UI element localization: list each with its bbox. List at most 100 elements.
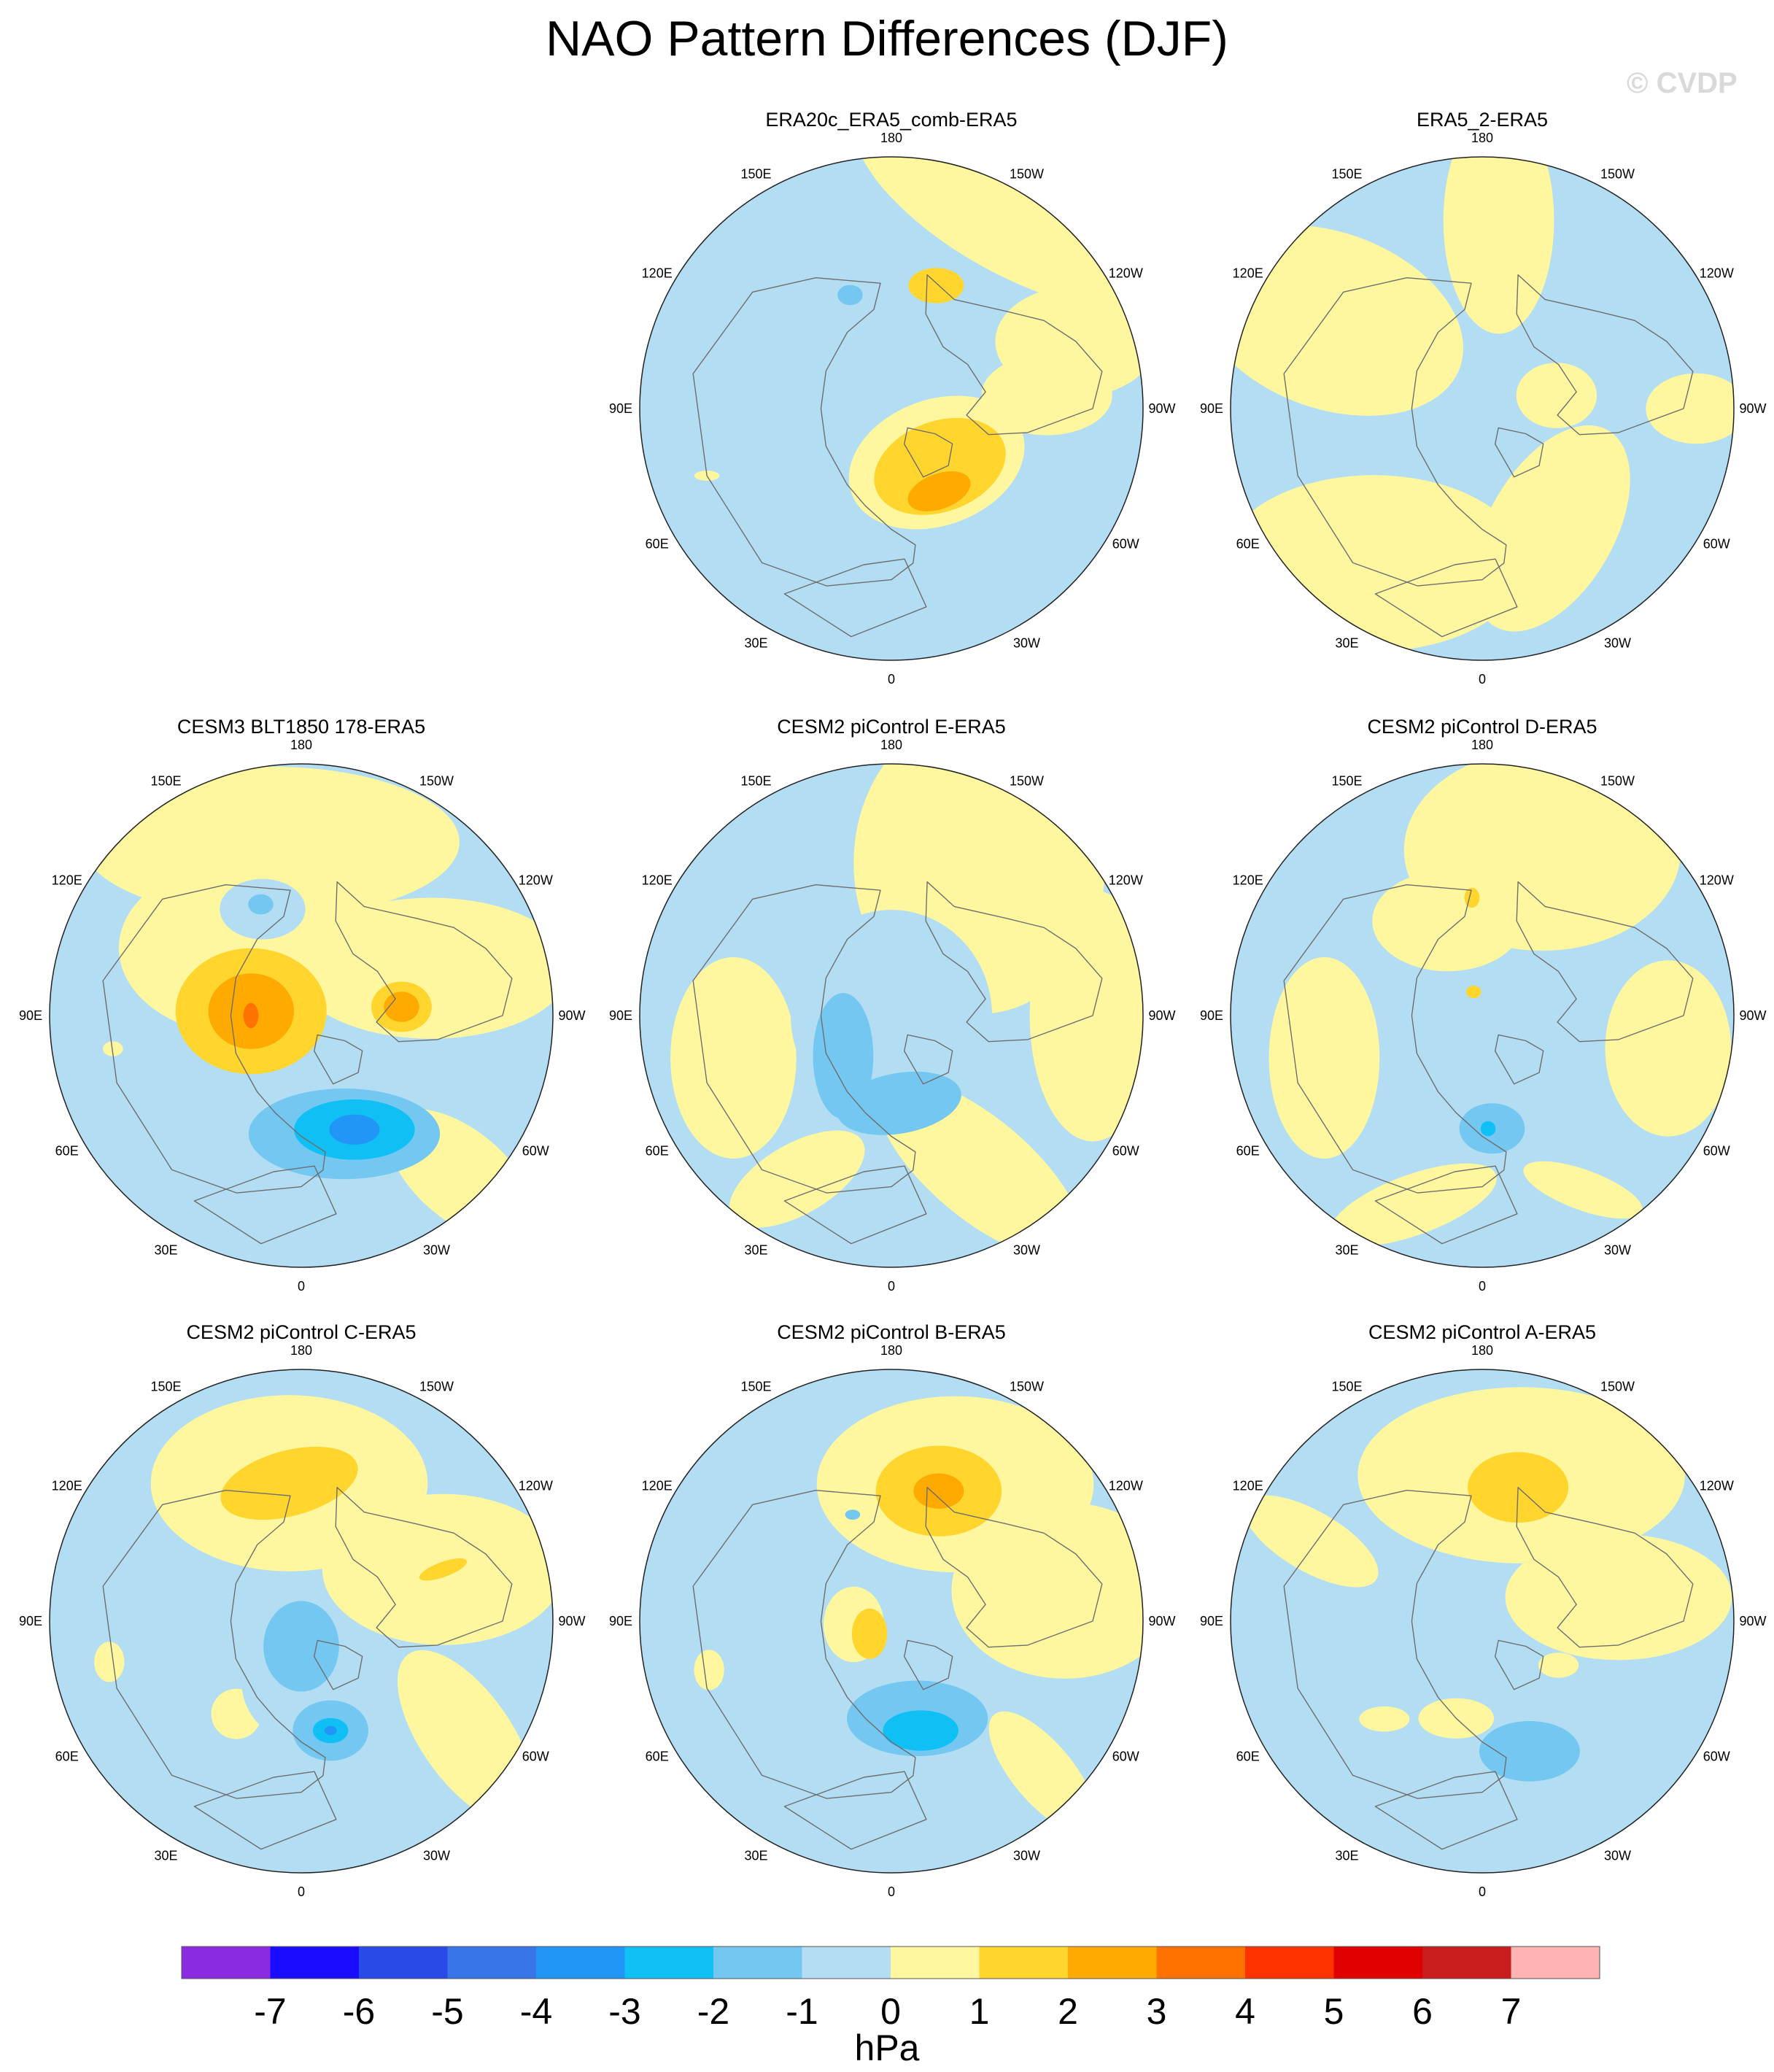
coastline	[1283, 884, 1507, 1194]
colorbar-swatch	[359, 1947, 449, 1979]
contour-region	[1268, 957, 1380, 1159]
coastline	[692, 277, 916, 587]
contour-region	[1465, 986, 1481, 999]
colorbar-swatch	[1245, 1947, 1335, 1979]
lon-tick-label: 150E	[150, 1380, 181, 1394]
map-border	[639, 763, 1144, 1268]
coastline	[335, 1486, 513, 1648]
coastline	[925, 274, 1103, 436]
lon-tick-label: 150W	[1010, 167, 1044, 182]
lon-tick-label: 90E	[1200, 401, 1223, 416]
lon-tick-label: 60W	[1112, 1750, 1139, 1764]
coastline	[783, 1771, 927, 1850]
contour-region	[419, 1558, 468, 1581]
coastline	[102, 1489, 326, 1799]
map-border	[639, 1369, 1144, 1874]
map-border	[639, 156, 1144, 661]
lon-tick-label: 60E	[646, 1750, 669, 1764]
lon-tick-label: 90E	[1200, 1008, 1223, 1023]
coastline	[1283, 277, 1507, 587]
lon-tick-label: 60W	[1703, 1144, 1730, 1159]
coastline	[783, 558, 927, 638]
lon-tick-label: 60E	[1236, 537, 1260, 552]
lon-tick-label: 150W	[1600, 167, 1635, 182]
coastline	[925, 1486, 1103, 1648]
lon-tick-label: 150W	[1010, 774, 1044, 789]
lon-tick-label: 30E	[1335, 1242, 1358, 1257]
lon-tick-label: 30E	[744, 1242, 767, 1257]
lon-tick-label: 120E	[642, 266, 673, 281]
colorbar-tick-label: -4	[520, 1991, 552, 2032]
coastline	[1516, 881, 1694, 1043]
lon-tick-label: 120W	[1700, 873, 1734, 888]
lon-tick-label: 150E	[1331, 774, 1362, 789]
colorbar-tick-label: -5	[431, 1991, 463, 2032]
coastline	[193, 1165, 337, 1245]
lon-tick-label: 120W	[519, 873, 553, 888]
panel-title: ERA5_2-ERA5	[1417, 109, 1548, 131]
coastline	[692, 1489, 916, 1799]
lon-tick-label: 60E	[646, 1144, 669, 1159]
lon-tick-label: 30W	[1604, 1242, 1631, 1257]
lon-tick-label: 30W	[1013, 1242, 1040, 1257]
colorbar-tick-label: -7	[254, 1991, 286, 2032]
lon-tick-label: 90E	[1200, 1614, 1223, 1628]
lon-tick-label: 0	[1479, 672, 1486, 687]
coastline	[1374, 1165, 1518, 1245]
lon-tick-label: 30W	[423, 1848, 450, 1863]
contour-region	[913, 1473, 964, 1509]
panel-title: ERA20c_ERA5_comb-ERA5	[765, 109, 1017, 131]
lon-tick-label: 60W	[1112, 1144, 1139, 1159]
colorbar-frame	[181, 1946, 1600, 1979]
contour-region	[94, 1642, 125, 1682]
lon-tick-label: 180	[290, 1343, 312, 1358]
lon-tick-label: 0	[1479, 1279, 1486, 1294]
contour-region	[243, 1002, 259, 1029]
colorbar-tick-label: 3	[1147, 1991, 1167, 2032]
colorbar-swatch	[270, 1947, 360, 1979]
contour-region	[1359, 1706, 1410, 1732]
contour-region	[1464, 887, 1480, 908]
lon-tick-label: 30E	[1335, 635, 1358, 650]
contour-region	[908, 268, 964, 304]
lon-tick-label: 120E	[642, 1479, 673, 1493]
lon-tick-label: 120E	[1233, 1479, 1263, 1493]
colorbar-swatch	[891, 1947, 980, 1979]
lon-tick-label: 60E	[55, 1750, 79, 1764]
colorbar-swatch	[979, 1947, 1069, 1979]
lon-tick-label: 180	[880, 738, 902, 752]
contour-region	[851, 1608, 888, 1659]
coastline	[314, 1639, 363, 1690]
contour-region	[694, 1650, 724, 1690]
contour-region	[248, 894, 274, 915]
lon-tick-label: 180	[880, 131, 902, 145]
lon-tick-label: 30W	[1604, 635, 1631, 650]
lon-tick-label: 90E	[609, 401, 632, 416]
colorbar-tick-label: -3	[608, 1991, 640, 2032]
lon-tick-label: 120W	[1700, 266, 1734, 281]
coastline	[1494, 427, 1544, 478]
lon-tick-label: 150E	[740, 167, 771, 182]
lon-tick-label: 180	[1471, 131, 1493, 145]
lon-tick-label: 0	[888, 1884, 895, 1899]
lon-tick-label: 90W	[558, 1614, 585, 1628]
lon-tick-label: 150W	[1010, 1380, 1044, 1394]
lon-tick-label: 120E	[1233, 266, 1263, 281]
lon-tick-label: 90E	[19, 1008, 42, 1023]
lon-tick-label: 0	[298, 1884, 305, 1899]
contour-region	[883, 1710, 958, 1751]
contour-region	[103, 1041, 123, 1056]
colorbar-tick-label: 5	[1324, 1991, 1344, 2032]
lon-tick-label: 180	[880, 1343, 902, 1358]
lon-tick-label: 120W	[519, 1479, 553, 1493]
coastline	[193, 1771, 337, 1850]
panel-title: CESM2 piControl D-ERA5	[1367, 716, 1597, 738]
contour-region	[1443, 157, 1554, 334]
coastline	[903, 1034, 953, 1085]
panel-title: CESM2 piControl B-ERA5	[777, 1321, 1006, 1343]
lon-tick-label: 150E	[1331, 167, 1362, 182]
contour-region	[845, 1509, 861, 1520]
